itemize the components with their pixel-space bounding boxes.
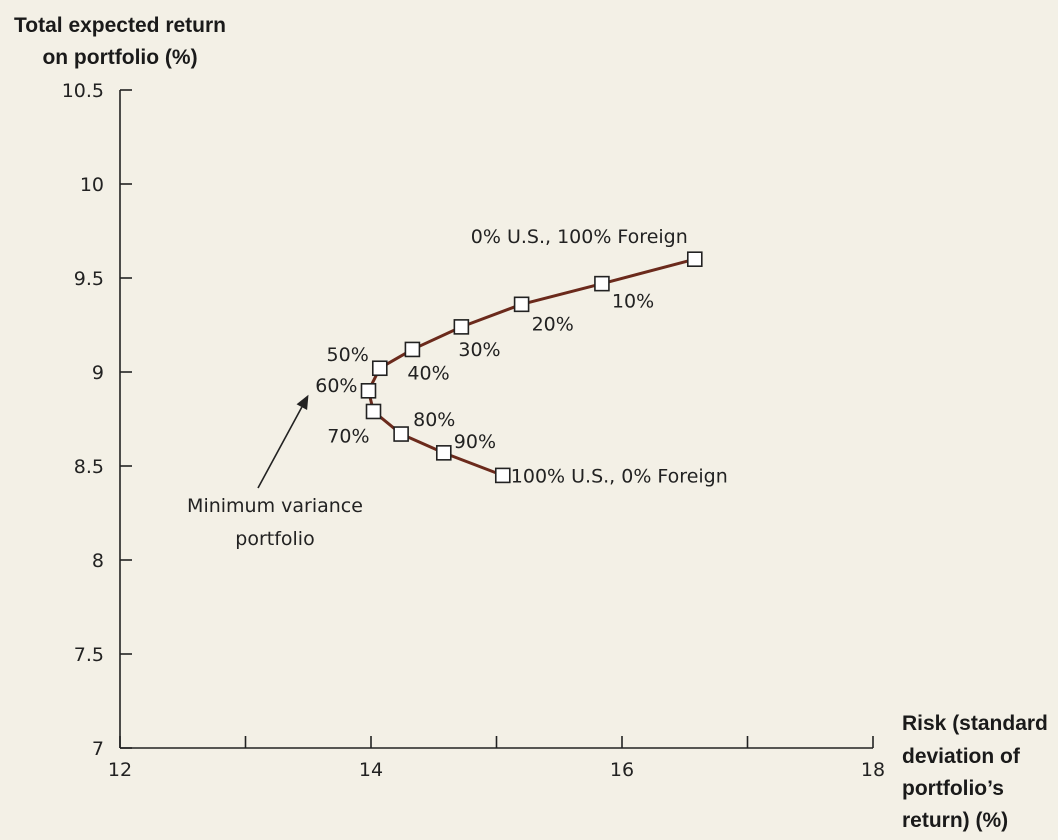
axes [119,90,873,749]
x-axis-title-line-1: Risk (standard [902,712,1048,735]
point-label: 0% U.S., 100% Foreign [471,226,688,248]
point-label: 50% [327,344,369,366]
annotation-label-line-2: portfolio [235,528,314,550]
x-tick-label: 18 [861,759,885,781]
y-axis-title-line-1: Total expected return [14,14,226,37]
point-label: 30% [458,339,500,361]
y-tick-label: 7 [92,738,104,760]
annotation-arrow-line [257,406,303,489]
point-marker [513,296,530,313]
point-marker [494,467,511,484]
point-label: 70% [327,425,369,447]
point-label: 90% [454,431,496,453]
x-axis-title-line-4: return) (%) [902,809,1008,832]
x-axis-title-line-2: deviation of [902,745,1021,768]
point-label: 20% [532,313,574,335]
point-label: 100% U.S., 0% Foreign [511,465,728,487]
annotation-label-line-1: Minimum variance [187,495,363,517]
annotation-group: Minimum variance portfolio [187,394,363,550]
point-marker [393,426,409,442]
y-tick-label: 10.5 [62,80,104,102]
y-tick-label: 8 [92,550,104,572]
x-tick-label: 12 [108,759,132,781]
y-ticks: 7 7.5 8 8.5 9 9.5 10 10.5 [62,80,132,760]
point-label: 60% [315,375,357,397]
y-tick-label: 10 [80,174,104,196]
y-axis-title-line-2: on portfolio (%) [42,46,197,69]
y-tick-label: 8.5 [74,456,104,478]
point-labels: 0% U.S., 100% Foreign 10% 20% 30% 40% 50% 60% 7… [315,226,728,487]
point-marker [594,275,610,292]
x-tick-label: 14 [359,759,383,781]
y-axis-title: Total expected return on portfolio (%) [14,14,226,69]
point-label: 10% [612,291,654,313]
point-marker [686,251,703,267]
point-marker [435,445,452,461]
x-axis-title-line-3: portfolio’s [902,777,1004,800]
annotation-arrow-head [296,394,309,410]
point-marker [371,360,388,377]
x-tick-label: 16 [610,759,634,781]
point-label: 80% [413,409,455,431]
point-marker [404,341,421,358]
x-ticks: 12 14 16 18 [108,736,885,781]
y-tick-label: 9.5 [74,268,104,290]
point-marker [453,319,470,335]
y-tick-label: 9 [92,362,104,384]
markers [360,251,703,484]
x-axis-title: Risk (standard deviation of portfolio’s … [902,712,1048,832]
point-marker [360,382,377,399]
point-label: 40% [407,362,449,384]
point-marker [365,403,382,420]
y-tick-label: 7.5 [74,644,104,666]
